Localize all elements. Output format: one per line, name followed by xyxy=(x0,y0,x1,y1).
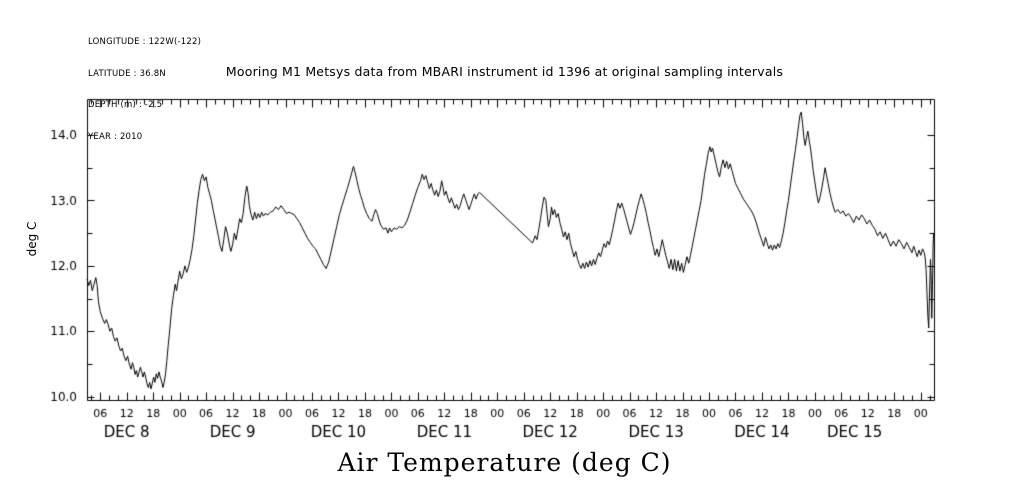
y-axis-title: deg C xyxy=(25,221,39,257)
x-axis-title: Air Temperature (deg C) xyxy=(337,448,672,477)
